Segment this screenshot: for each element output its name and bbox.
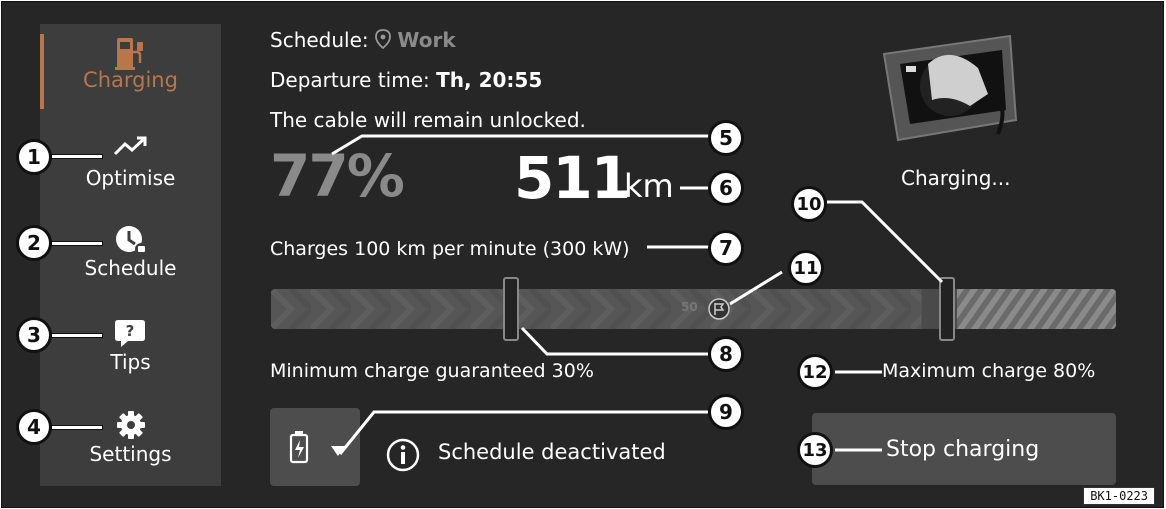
max-charge-handle[interactable] <box>939 277 955 341</box>
stop-charging-button[interactable]: Stop charging <box>812 413 1116 485</box>
schedule-line[interactable]: Schedule: Work <box>270 28 456 52</box>
svg-text:?: ? <box>125 322 134 340</box>
sidebar-item-charging[interactable]: Charging <box>40 34 221 92</box>
range-value: 511 <box>514 144 631 212</box>
departure-line: Departure time: Th, 20:55 <box>270 68 542 92</box>
sidebar-item-settings[interactable]: Settings <box>40 408 221 466</box>
callout-line <box>51 241 103 246</box>
departure-value: Th, 20:55 <box>436 68 543 92</box>
callout-10: 10 <box>791 186 827 222</box>
chevron-down-icon <box>330 442 346 461</box>
charging-plug-image <box>870 24 1030 144</box>
callout-7: 7 <box>708 230 744 266</box>
cable-status: The cable will remain unlocked. <box>270 108 586 132</box>
gear-icon <box>40 408 221 442</box>
charging-status: Charging... <box>901 166 1011 190</box>
charge-mode-dropdown[interactable] <box>270 408 360 486</box>
callout-2: 2 <box>16 225 52 261</box>
callout-4: 4 <box>16 409 52 445</box>
sidebar-item-label: Settings <box>89 442 172 466</box>
min-charge-handle[interactable] <box>502 277 519 341</box>
trend-up-icon <box>40 132 221 166</box>
range-unit: km <box>624 167 674 205</box>
sidebar-item-optimise[interactable]: Optimise <box>40 132 221 190</box>
question-bubble-icon: ? <box>40 316 221 350</box>
callout-line <box>51 425 103 430</box>
over-limit-zone <box>957 289 1116 329</box>
callout-5: 5 <box>708 120 744 156</box>
location-pin-icon <box>375 28 397 52</box>
min-charge-label: Minimum charge guaranteed 30% <box>270 360 594 382</box>
callout-9: 9 <box>708 394 744 430</box>
stop-charging-label: Stop charging <box>886 437 1040 462</box>
info-icon <box>386 438 420 476</box>
charge-limit-slider[interactable]: 50 <box>271 289 1116 329</box>
sidebar-item-label: Tips <box>110 350 151 374</box>
callout-8: 8 <box>708 336 744 372</box>
departure-label: Departure time: <box>270 68 430 92</box>
schedule-label: Schedule: <box>270 28 369 52</box>
sidebar-item-label: Charging <box>83 68 178 92</box>
sidebar-item-label: Schedule <box>84 256 177 280</box>
clock-plug-icon <box>40 222 221 256</box>
slider-scale-mark: 50 <box>681 300 698 314</box>
battery-percent: 77% <box>270 142 405 210</box>
callout-13: 13 <box>797 432 833 468</box>
callout-line <box>51 154 103 159</box>
callout-3: 3 <box>16 317 52 353</box>
sidebar: Charging Optimise Schedule <box>40 24 221 486</box>
sidebar-item-label: Optimise <box>85 166 176 190</box>
max-charge-label: Maximum charge 80% <box>882 360 1096 382</box>
battery-bolt-icon <box>289 430 309 468</box>
callout-12: 12 <box>797 354 833 390</box>
charge-rate: Charges 100 km per minute (300 kW) <box>270 238 630 260</box>
sidebar-item-tips[interactable]: ? Tips <box>40 316 221 374</box>
active-indicator <box>40 34 44 109</box>
callout-11: 11 <box>788 250 824 286</box>
schedule-value: Work <box>397 28 456 52</box>
callout-line <box>51 333 103 338</box>
ev-charger-icon <box>40 34 221 70</box>
figure-code: BK1-0223 <box>1083 487 1155 505</box>
sidebar-item-schedule[interactable]: Schedule <box>40 222 221 280</box>
destination-flag-icon[interactable] <box>707 297 731 321</box>
current-charge-fill <box>271 289 922 329</box>
callout-6: 6 <box>708 170 744 206</box>
schedule-status: Schedule deactivated <box>438 440 666 464</box>
callout-1: 1 <box>16 139 52 175</box>
